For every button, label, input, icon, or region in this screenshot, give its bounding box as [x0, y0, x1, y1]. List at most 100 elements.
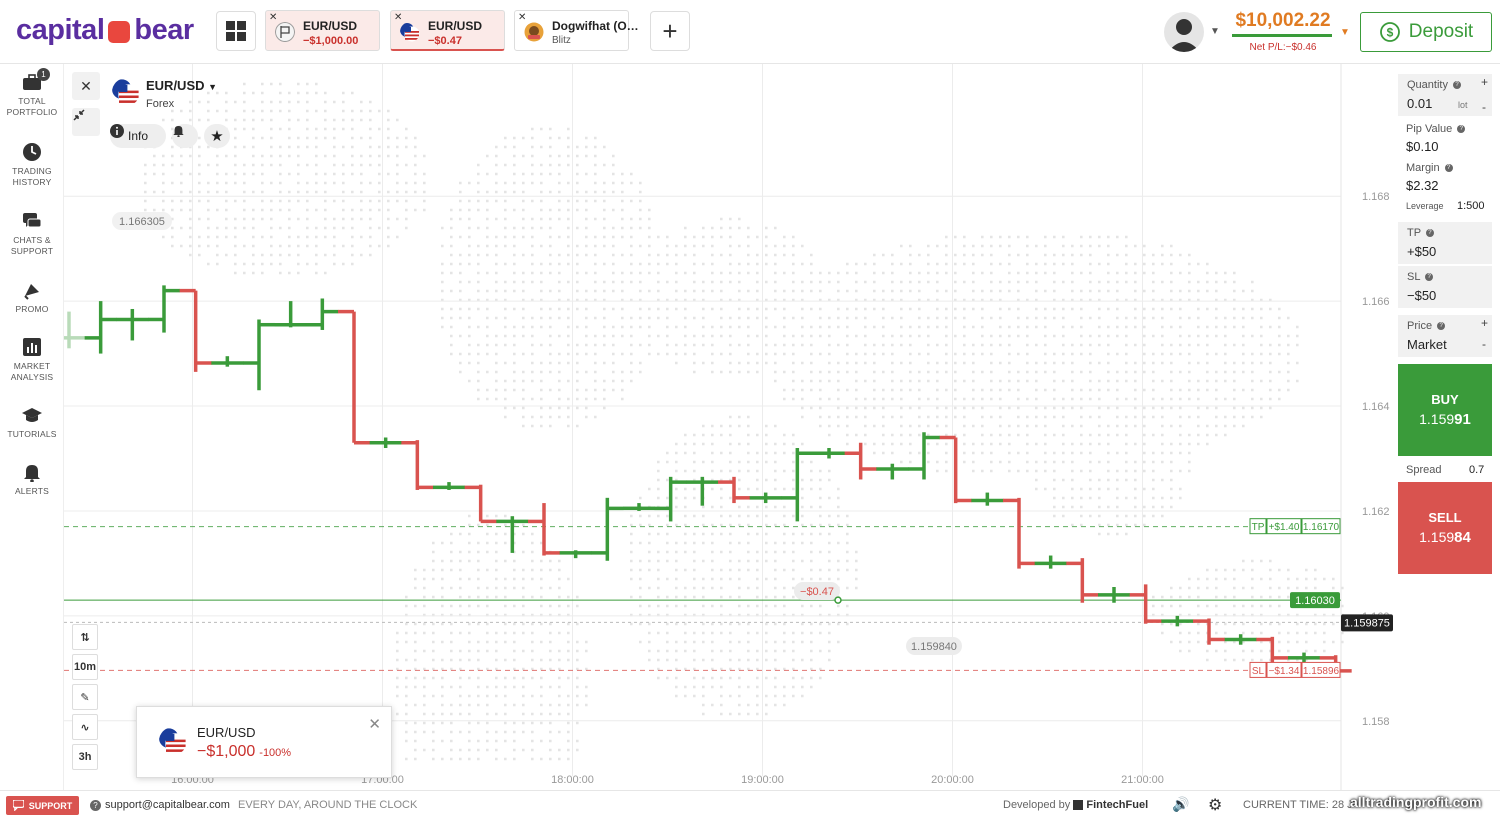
star-icon: ★ [210, 128, 224, 145]
info-icon [110, 124, 124, 138]
sidebar-item-promo[interactable]: PROMO [0, 280, 64, 315]
price-field[interactable]: Price ? Market + - [1398, 315, 1492, 357]
chart-canvas[interactable]: 1.1681.1661.1641.1621.1601.15816:00:0017… [64, 64, 1397, 790]
support-email[interactable]: ? support@capitalbear.com [88, 799, 230, 811]
ohlc-bar [718, 476, 750, 504]
sl-price-tag-text: −$1.34 [1269, 666, 1300, 677]
low-price-label-text: 1.159840 [911, 641, 957, 653]
favorite-button[interactable]: ★ [204, 124, 230, 148]
ohlc-bars [64, 285, 1352, 677]
drawing-tool-button[interactable]: ✎ [72, 684, 98, 710]
take-profit-field[interactable]: TP ? +$50 [1398, 222, 1492, 264]
quantity-label: Quantity ? [1407, 79, 1462, 91]
close-tab-icon[interactable]: ✕ [269, 12, 278, 23]
alert-button[interactable] [172, 124, 198, 148]
ohlc-bar [623, 503, 655, 511]
sidebar-item-tutorials[interactable]: TUTORIALS [0, 405, 64, 440]
heart-icon [108, 20, 131, 43]
info-button[interactable]: Info [110, 124, 166, 148]
asset-tab-3[interactable]: ✕ Dogwifhat (O… Blitz [514, 10, 639, 51]
chevron-down-icon[interactable]: ▼ [1210, 26, 1220, 37]
quantity-value[interactable]: 0.01 [1407, 96, 1433, 111]
close-tab-icon[interactable]: ✕ [394, 12, 403, 23]
sl-label-text: SL [1407, 271, 1421, 283]
ohlc-bar [1003, 497, 1035, 569]
increase-icon[interactable]: + [1481, 75, 1489, 89]
deposit-button[interactable]: $ Deposit [1360, 12, 1492, 52]
ohlc-bar [116, 308, 149, 341]
asset-tab-2[interactable]: ✕ EUR/USD −$0.47 [390, 10, 505, 51]
sidebar-item-label: TRADING [12, 166, 52, 176]
range-button[interactable]: 3h [72, 744, 98, 770]
avatar[interactable] [1164, 12, 1204, 52]
layout-grid-button[interactable] [216, 11, 256, 51]
ohlc-type-icon: ⇅ [80, 631, 90, 644]
ohlc-bar [1129, 584, 1162, 624]
sidebar-item-total-portfolio[interactable]: 1 TOTAL PORTFOLIO [0, 68, 64, 118]
pencil-icon: ✎ [80, 691, 90, 704]
tp-price-tag-text: +$1.40 [1269, 522, 1300, 533]
sidebar-item-trading-history[interactable]: TRADING HISTORY [0, 142, 64, 188]
sl-price-tag-cell [1266, 661, 1302, 678]
sidebar-item-alerts[interactable]: ALERTS [0, 462, 64, 497]
leverage-label: Leverage [1406, 201, 1444, 211]
sidebar-item-label: ANALYSIS [10, 372, 54, 382]
decrease-icon[interactable]: - [1482, 100, 1486, 114]
account-balance[interactable]: $10,002.22 [1235, 10, 1331, 31]
close-icon: ✕ [80, 77, 92, 94]
chart-type-button[interactable]: ⇅ [72, 624, 98, 650]
current-time: CURRENT TIME: 28 J [1243, 799, 1353, 811]
ohlc-bar [211, 356, 244, 367]
quantity-field[interactable]: Quantity ? 0.01 lot + - [1398, 74, 1492, 116]
increase-icon[interactable]: + [1481, 316, 1489, 330]
sell-button[interactable]: SELL 1.15984 [1398, 482, 1492, 574]
trade-closed-notification[interactable]: EUR/USD −$1,000 -100% ✕ [136, 706, 392, 778]
buy-button[interactable]: BUY 1.15991 [1398, 364, 1492, 456]
logo[interactable]: capital bear [16, 14, 194, 47]
spread-value: 0.7 [1469, 464, 1485, 476]
sl-price-tag: SL −$1.34 1.15896 [1249, 661, 1341, 678]
help-icon: ? [1425, 273, 1434, 282]
pip-label-text: Pip Value [1406, 123, 1453, 135]
sl-price-tag-cell [1249, 661, 1267, 678]
deposit-label: Deposit [1408, 21, 1474, 42]
sl-value[interactable]: −$50 [1407, 288, 1437, 303]
close-icon[interactable]: ✕ [368, 716, 381, 733]
support-email-text: support@capitalbear.com [105, 799, 230, 811]
current-price-tag-text: 1.159875 [1344, 617, 1390, 629]
briefcase-icon [23, 74, 41, 90]
collapse-button[interactable] [72, 108, 100, 136]
sell-price: 1.15984 [1398, 529, 1492, 546]
sell-price-end: 84 [1454, 529, 1471, 546]
price-chart[interactable]: 1.1681.1661.1641.1621.1601.15816:00:0017… [64, 64, 1397, 790]
timeframe-button[interactable]: 10m [72, 654, 98, 680]
ohlc-bar [939, 435, 972, 504]
decrease-icon[interactable]: - [1482, 337, 1486, 351]
chevron-down-icon[interactable]: ▼ [1340, 27, 1350, 38]
sidebar-item-market-analysis[interactable]: MARKET ANALYSIS [0, 337, 64, 383]
add-tab-button[interactable]: + [650, 11, 690, 51]
stop-loss-field[interactable]: SL ? −$50 [1398, 266, 1492, 308]
sidebar-item-label: ALERTS [14, 486, 50, 496]
tp-label: TP ? [1407, 227, 1434, 239]
support-button[interactable]: SUPPORT [6, 796, 79, 815]
sidebar-item-label: PORTFOLIO [6, 107, 58, 117]
close-tab-icon[interactable]: ✕ [518, 12, 527, 23]
asset-name[interactable]: EUR/USD ▼ [146, 78, 217, 93]
gear-icon[interactable]: ⚙ [1208, 797, 1223, 814]
ohlc-bar [433, 482, 465, 490]
sidebar-item-chats-support[interactable]: CHATS & SUPPORT [0, 211, 64, 257]
help-icon: ? [1444, 164, 1453, 173]
indicator-button[interactable]: ∿ [72, 714, 98, 740]
price-value[interactable]: Market [1407, 337, 1447, 352]
close-chart-button[interactable]: ✕ [72, 72, 100, 100]
support-hours: EVERY DAY, AROUND THE CLOCK [238, 799, 418, 811]
tp-value[interactable]: +$50 [1407, 244, 1437, 259]
ohlc-bar [338, 309, 370, 445]
asset-tab-1[interactable]: ✕ EUR/USD −$1,000.00 [265, 10, 380, 51]
sound-icon[interactable]: 🔊 [1172, 796, 1190, 812]
chat-icon [23, 213, 42, 228]
high-price-label-bg [112, 212, 172, 230]
sidebar-item-label: MARKET [13, 361, 51, 371]
sidebar: 1 TOTAL PORTFOLIO TRADING HISTORY CHATS … [0, 64, 64, 790]
